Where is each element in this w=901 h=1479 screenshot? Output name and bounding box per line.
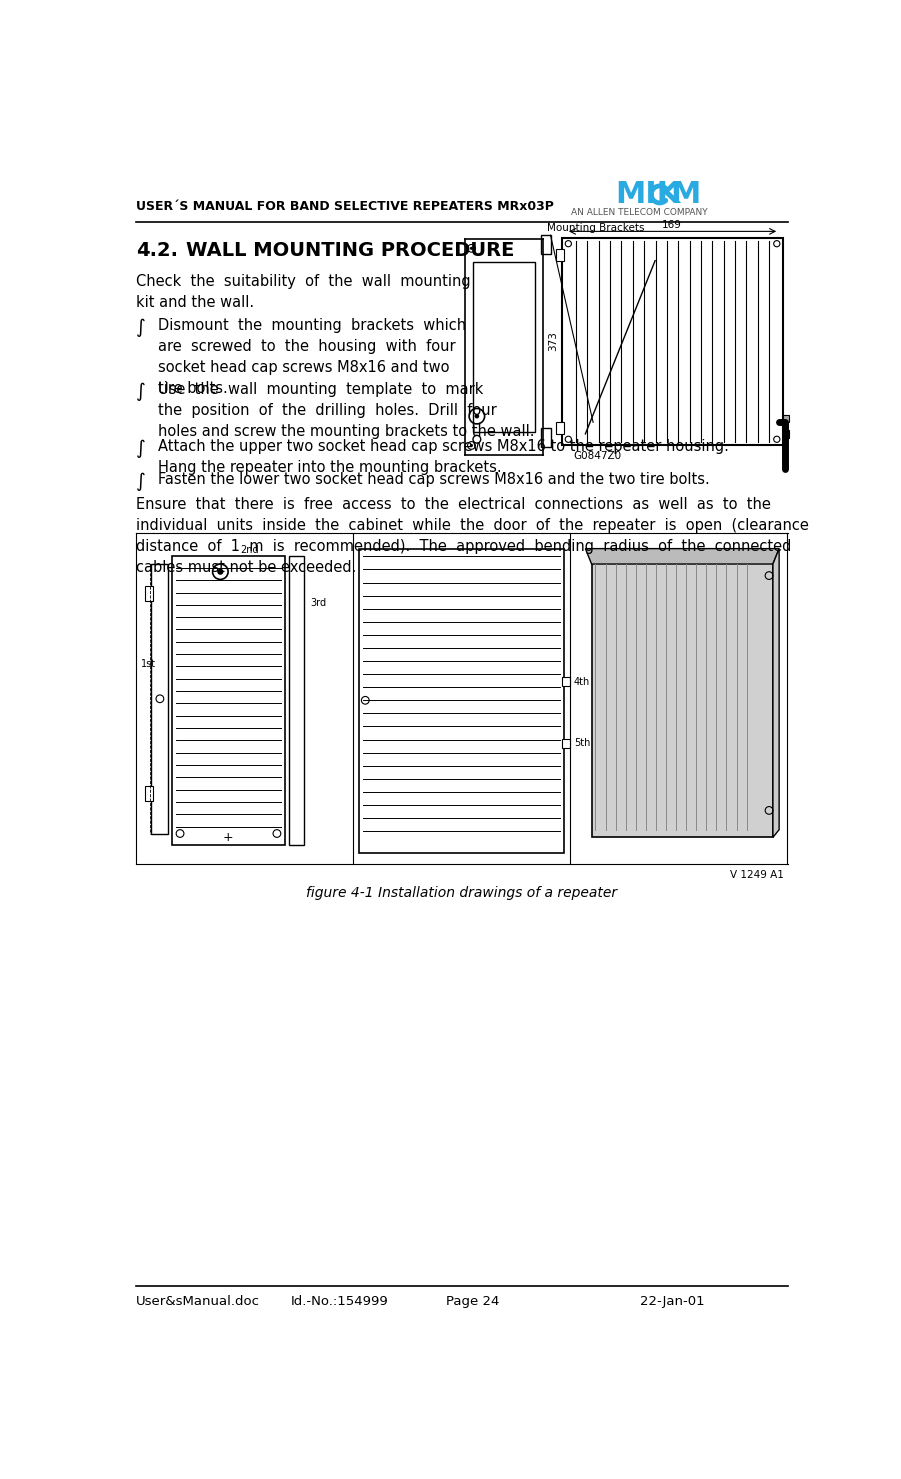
Bar [556,423,564,433]
Text: USER´S MANUAL FOR BAND SELECTIVE REPEATERS MRx03P: USER´S MANUAL FOR BAND SELECTIVE REPEATE… [136,200,554,213]
Bar [562,238,783,445]
Text: Use  the  wall  mounting  template  to  mark
the  position  of  the  drilling  h: Use the wall mounting template to mark t… [158,382,534,439]
Text: +: + [223,831,233,845]
Bar [556,248,564,260]
Text: 373: 373 [548,331,558,352]
Text: 22-Jan-01: 22-Jan-01 [640,1296,705,1309]
Bar [542,427,551,447]
Text: 3rd: 3rd [310,598,326,608]
Text: 169: 169 [662,220,682,229]
Text: AN ALLEN TELECOM COMPANY: AN ALLEN TELECOM COMPANY [571,209,708,217]
Text: Id.-No.:154999: Id.-No.:154999 [291,1296,388,1309]
Circle shape [217,568,223,575]
Text: M: M [670,180,701,209]
Bar [172,556,285,845]
Text: V 1249 A1: V 1249 A1 [731,870,785,880]
Bar [783,430,789,438]
Text: Attach the upper two socket head cap screws M8x16 to the repeater housing.
Hang : Attach the upper two socket head cap scr… [158,439,728,475]
Text: Page 24: Page 24 [446,1296,499,1309]
Polygon shape [586,549,779,563]
Text: ∫: ∫ [136,382,146,401]
Text: Dismount  the  mounting  brackets  which
are  screwed  to  the  housing  with  f: Dismount the mounting brackets which are… [158,318,466,395]
Text: Ensure  that  there  is  free  access  to  the  electrical  connections  as  wel: Ensure that there is free access to the … [136,497,809,575]
Text: ∫: ∫ [136,472,146,491]
Text: ∫: ∫ [136,318,146,337]
Bar [288,556,304,845]
Polygon shape [773,549,779,837]
Text: 4.2.: 4.2. [136,241,177,260]
Bar [473,262,535,432]
Text: 4th: 4th [574,677,590,686]
Text: 5th: 5th [574,738,590,748]
Bar [592,556,773,837]
Bar [359,549,564,853]
Text: Mounting Brackets: Mounting Brackets [547,223,644,232]
Text: Fasten the lower two socket head cap screws M8x16 and the two tire bolts.: Fasten the lower two socket head cap scr… [158,472,709,488]
Text: WALL MOUNTING PROCEDURE: WALL MOUNTING PROCEDURE [187,241,514,260]
Bar [151,563,168,834]
Text: User&sManual.doc: User&sManual.doc [136,1296,259,1309]
Bar [562,740,569,748]
Circle shape [470,444,473,447]
Text: ∫: ∫ [136,439,146,458]
Bar [145,785,153,802]
Text: G0847Z0: G0847Z0 [574,451,622,461]
Text: figure 4-1 Installation drawings of a repeater: figure 4-1 Installation drawings of a re… [305,886,617,899]
Bar [145,586,153,600]
Circle shape [475,414,479,419]
Text: 2nd: 2nd [241,544,259,555]
Text: Check  the  suitability  of  the  wall  mounting
kit and the wall.: Check the suitability of the wall mounti… [136,274,470,309]
Circle shape [470,247,473,250]
Text: MIK: MIK [614,180,680,209]
Bar [542,235,551,254]
Bar [783,414,789,423]
Text: 1st: 1st [141,660,157,669]
Bar [562,677,569,686]
